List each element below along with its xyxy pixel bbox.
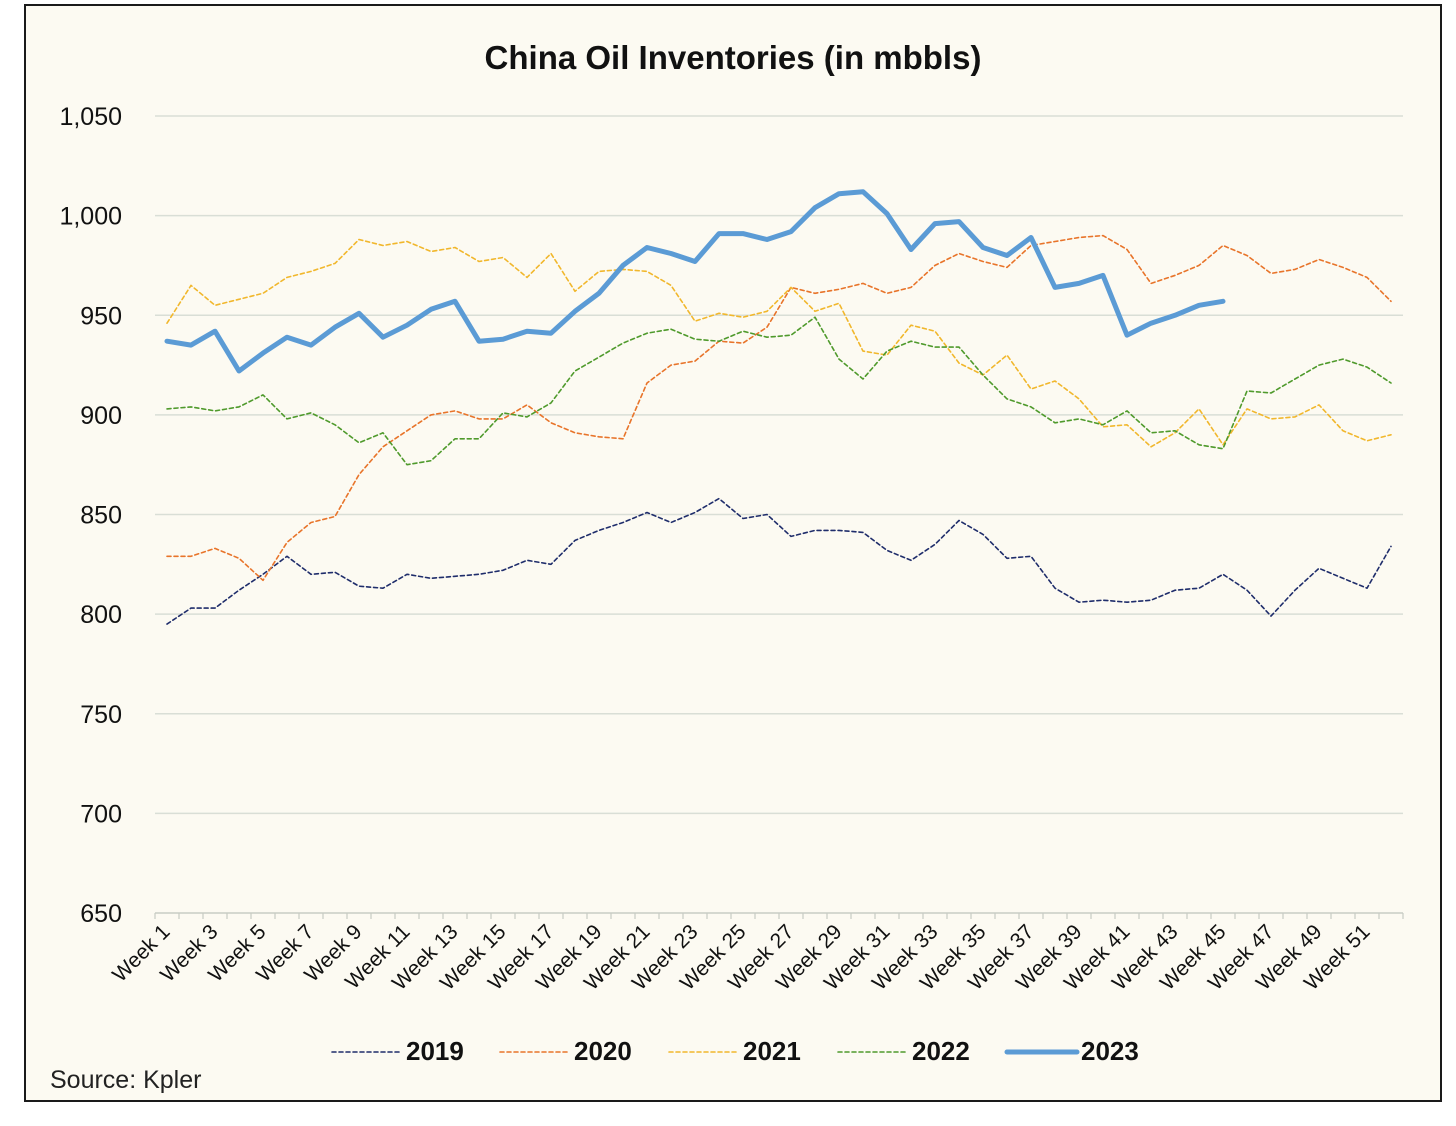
y-tick-label: 850 [80, 502, 122, 530]
series-lines [164, 189, 1392, 625]
legend-label-2021: 2021 [743, 1036, 801, 1066]
chart-title: China Oil Inventories (in mbbls) [485, 39, 982, 76]
chart-frame: China Oil Inventories (in mbbls) 650 700 7… [24, 4, 1442, 1102]
source-note: Source: Kpler [50, 1066, 201, 1094]
line-chart: China Oil Inventories (in mbbls) 650 700 7… [50, 39, 1404, 1094]
axes [154, 912, 1404, 919]
y-tick-label: 650 [80, 900, 122, 928]
legend: 2019 2020 2021 2022 2023 [331, 1036, 1139, 1066]
legend-label-2020: 2020 [574, 1036, 632, 1066]
legend-label-2022: 2022 [912, 1036, 970, 1066]
legend-label-2023: 2023 [1081, 1036, 1139, 1066]
y-tick-label: 950 [80, 302, 122, 330]
y-tick-label: 1,000 [59, 203, 122, 231]
y-tick-label: 750 [80, 701, 122, 729]
y-tick-label: 700 [80, 800, 122, 828]
series-line-2020 [166, 234, 1392, 582]
legend-label-2019: 2019 [406, 1036, 464, 1066]
series-line-2019 [166, 497, 1392, 625]
y-axis-ticks: 650 700 750 800 850 900 950 1,000 1,050 [59, 103, 122, 928]
series-line-2023 [164, 189, 1226, 374]
y-tick-label: 800 [80, 601, 122, 629]
y-tick-label: 1,050 [59, 103, 122, 131]
series-line-2022 [166, 316, 1392, 466]
y-tick-label: 900 [80, 402, 122, 430]
gridlines [155, 115, 1403, 815]
series-line-2021 [166, 238, 1392, 448]
